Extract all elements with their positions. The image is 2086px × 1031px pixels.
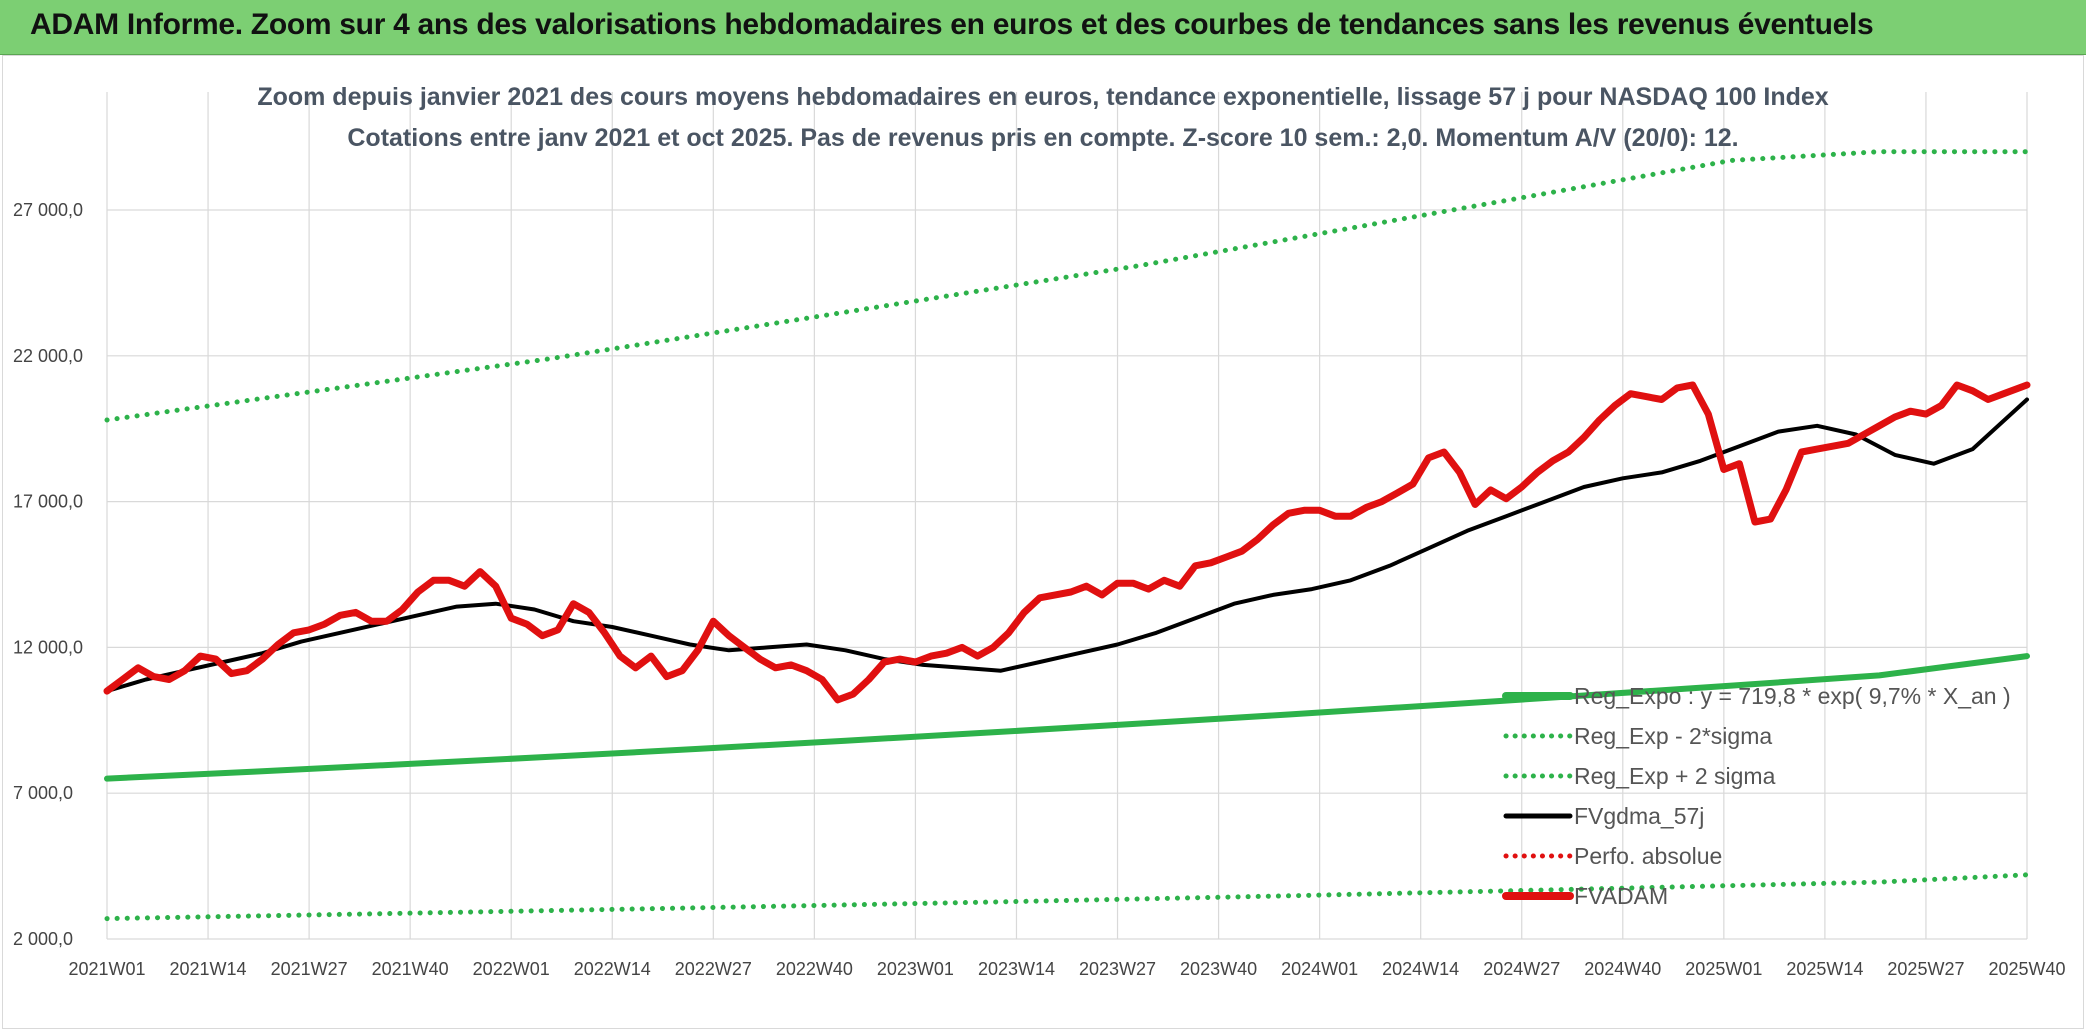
legend-label: Reg_Exp + 2 sigma xyxy=(1574,763,1776,789)
x-tick-label: 2023W40 xyxy=(1180,959,1257,979)
legend-label: Perfo. absolue xyxy=(1574,843,1722,869)
y-axis-ticks: 2 000,0 7 000,0 12 000,0 17 000,0 22 000,0 27… xyxy=(13,200,83,949)
legend-label: Reg_Exp - 2*sigma xyxy=(1574,723,1772,749)
x-tick-label: 2021W01 xyxy=(68,959,145,979)
legend-label: FVgdma_57j xyxy=(1574,803,1704,829)
y-tick-label: 22 000,0 xyxy=(13,346,83,366)
x-tick-label: 2025W40 xyxy=(1988,959,2065,979)
x-tick-label: 2022W14 xyxy=(574,959,651,979)
x-tick-label: 2022W01 xyxy=(473,959,550,979)
x-tick-label: 2023W14 xyxy=(978,959,1055,979)
chart-subtitle: Cotations entre janv 2021 et oct 2025. P… xyxy=(347,124,1738,152)
x-tick-label: 2025W01 xyxy=(1685,959,1762,979)
x-tick-label: 2024W40 xyxy=(1584,959,1661,979)
y-tick-label: 12 000,0 xyxy=(13,637,83,657)
reg-exp-minus-2sigma-line xyxy=(104,872,2030,922)
header-banner: ADAM Informe. Zoom sur 4 ans des valoris… xyxy=(0,0,2086,55)
legend: Reg_Expo : y = 719,8 * exp( 9,7% * X_an … xyxy=(1502,683,2011,909)
x-tick-label: 2022W27 xyxy=(675,959,752,979)
x-tick-label: 2025W27 xyxy=(1887,959,1964,979)
reg-expo-line xyxy=(104,653,2030,782)
x-tick-label: 2025W14 xyxy=(1786,959,1863,979)
x-tick-label: 2021W14 xyxy=(170,959,247,979)
y-tick-label: 27 000,0 xyxy=(13,200,83,220)
x-tick-label: 2022W40 xyxy=(776,959,853,979)
fvadam-line xyxy=(103,381,2031,704)
chart-area: 2 000,0 7 000,0 12 000,0 17 000,0 22 000,0 27… xyxy=(2,55,2084,1029)
y-tick-label: 17 000,0 xyxy=(13,492,83,512)
report-title: ADAM Informe. Zoom sur 4 ans des valoris… xyxy=(30,8,1874,41)
x-tick-label: 2023W01 xyxy=(877,959,954,979)
y-tick-label: 7 000,0 xyxy=(13,783,73,803)
chart-svg: 2 000,0 7 000,0 12 000,0 17 000,0 22 000,0 27… xyxy=(13,83,2066,979)
chart-title: Zoom depuis janvier 2021 des cours moyen… xyxy=(257,83,1828,111)
series-layer xyxy=(103,149,2031,922)
x-axis-ticks: 2021W01 2021W14 2021W27 2021W40 2022W01 2022W… xyxy=(68,959,2065,979)
x-tick-label: 2024W01 xyxy=(1281,959,1358,979)
fvgdma-57j-line xyxy=(105,397,2029,694)
legend-label: FVADAM xyxy=(1574,883,1668,909)
reg-exp-plus-2sigma-line xyxy=(104,149,2030,423)
grid-lines xyxy=(106,92,2028,940)
y-tick-label: 2 000,0 xyxy=(13,929,73,949)
x-tick-label: 2024W27 xyxy=(1483,959,1560,979)
x-tick-label: 2023W27 xyxy=(1079,959,1156,979)
x-tick-label: 2021W40 xyxy=(372,959,449,979)
legend-label: Reg_Expo : y = 719,8 * exp( 9,7% * X_an … xyxy=(1574,683,2011,709)
x-tick-label: 2021W27 xyxy=(271,959,348,979)
x-tick-label: 2024W14 xyxy=(1382,959,1459,979)
